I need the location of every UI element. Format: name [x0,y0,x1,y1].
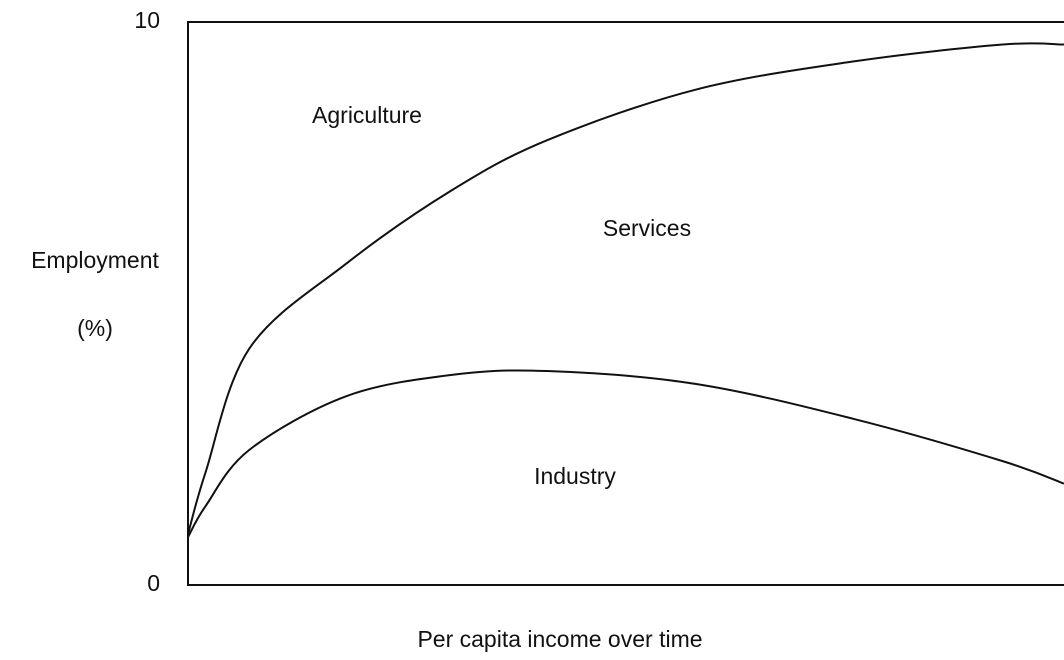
y-tick-label: 10 [134,7,160,33]
y-tick-label: 0 [147,570,160,596]
curve [187,369,1064,538]
region-label: Services [603,215,691,241]
region-label: Industry [534,463,616,489]
y-axis-label: Employment [31,247,159,273]
region-label: Agriculture [312,102,422,128]
x-axis-label: Per capita income over time [417,626,702,652]
y-axis-label: (%) [77,315,113,341]
curve [187,42,1064,535]
